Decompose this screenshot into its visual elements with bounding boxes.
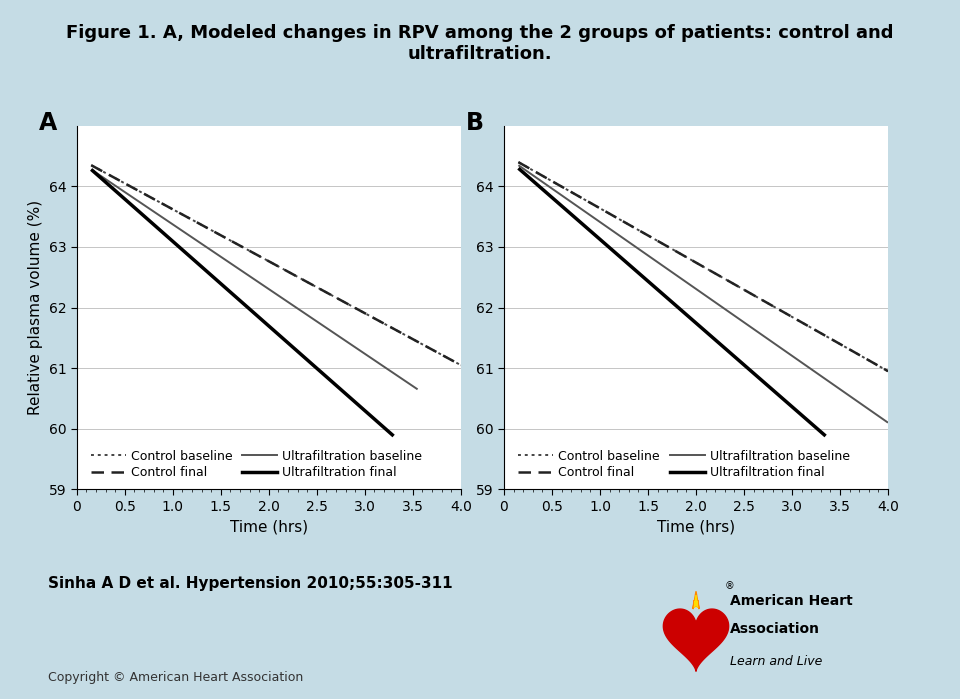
Text: A: A	[38, 111, 57, 136]
Polygon shape	[694, 595, 698, 607]
Text: ®: ®	[725, 581, 734, 591]
Text: Sinha A D et al. Hypertension 2010;55:305-311: Sinha A D et al. Hypertension 2010;55:30…	[48, 576, 452, 591]
X-axis label: Time (hrs): Time (hrs)	[229, 519, 308, 534]
Text: Copyright © American Heart Association: Copyright © American Heart Association	[48, 670, 303, 684]
Legend: Control baseline, Control final, Ultrafiltration baseline, Ultrafiltration final: Control baseline, Control final, Ultrafi…	[518, 449, 850, 480]
Polygon shape	[693, 591, 699, 609]
Polygon shape	[663, 609, 729, 671]
Text: American Heart: American Heart	[730, 594, 852, 608]
Text: Association: Association	[730, 622, 820, 636]
Text: B: B	[466, 111, 484, 136]
Y-axis label: Relative plasma volume (%): Relative plasma volume (%)	[28, 200, 43, 415]
X-axis label: Time (hrs): Time (hrs)	[657, 519, 735, 534]
Legend: Control baseline, Control final, Ultrafiltration baseline, Ultrafiltration final: Control baseline, Control final, Ultrafi…	[91, 449, 422, 480]
Text: Figure 1. A, Modeled changes in RPV among the 2 groups of patients: control and
: Figure 1. A, Modeled changes in RPV amon…	[66, 24, 894, 64]
Text: Learn and Live: Learn and Live	[730, 654, 822, 668]
